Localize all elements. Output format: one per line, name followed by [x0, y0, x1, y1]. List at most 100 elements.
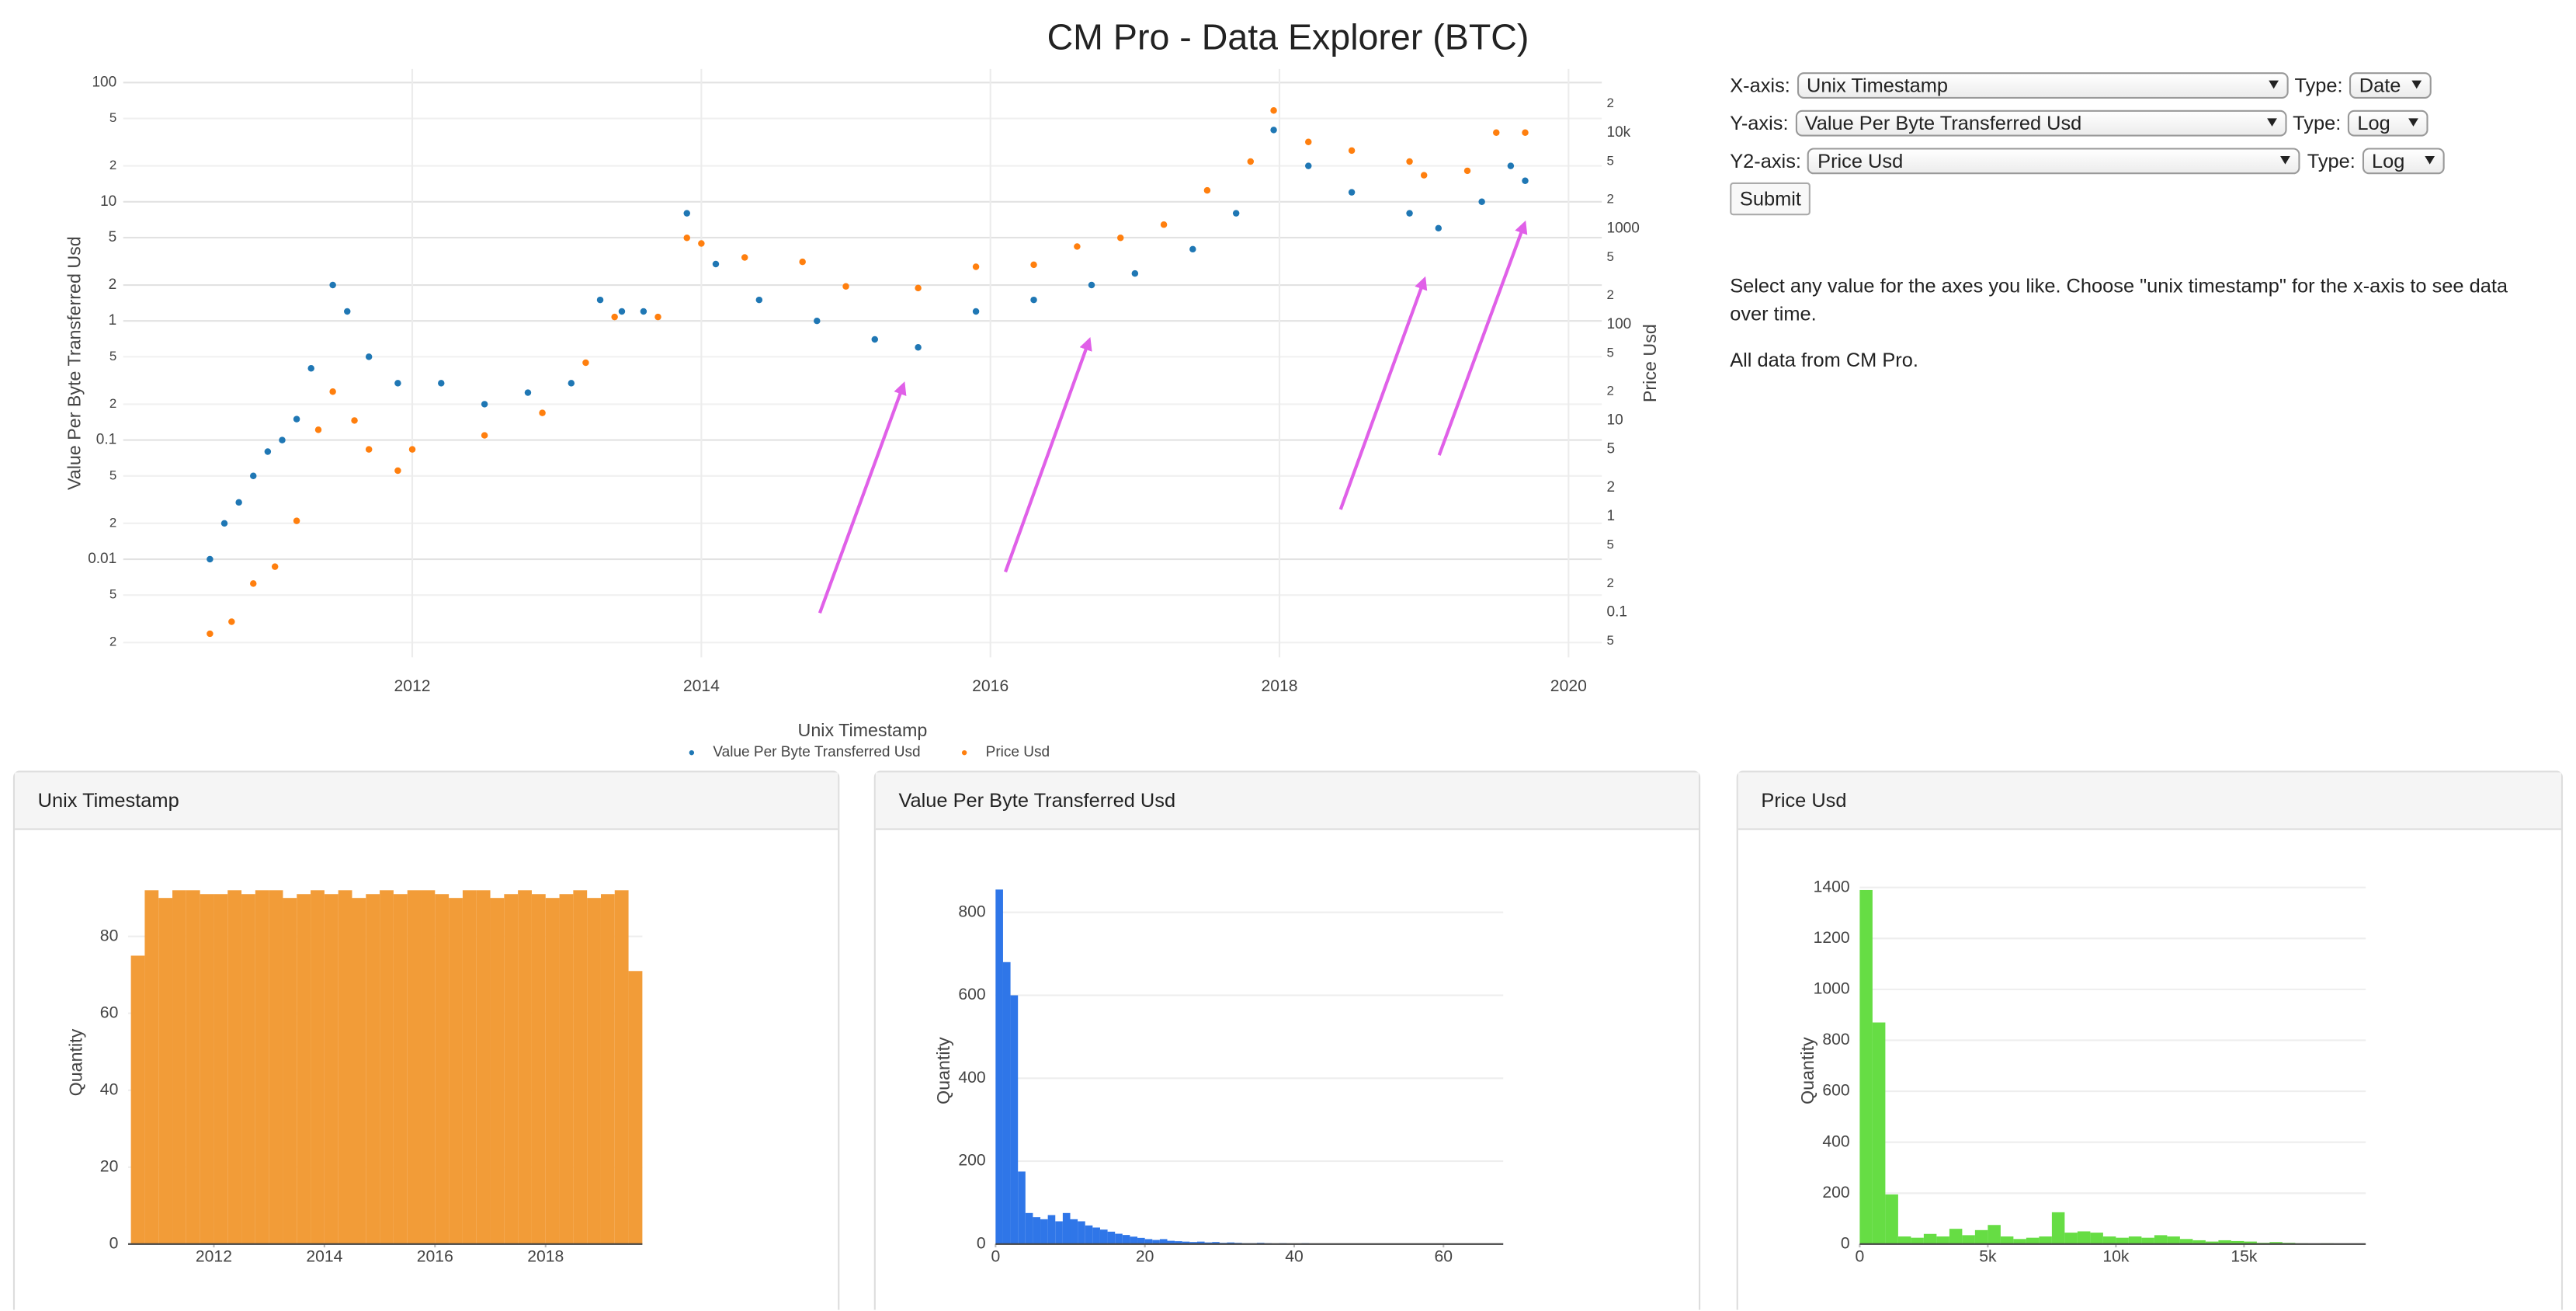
y-tick-label: 5 [109, 229, 117, 245]
y2-tick-label: 1 [1607, 508, 1616, 524]
field-label: X-axis: [1730, 74, 1790, 97]
histogram-bar [186, 890, 200, 1244]
data-point [1030, 296, 1037, 304]
data-point [712, 260, 720, 268]
data-point [1247, 158, 1255, 165]
data-point [539, 409, 546, 416]
histogram-bar [1078, 1221, 1085, 1244]
field-label: Type: [2294, 74, 2343, 97]
histogram-bar [1122, 1235, 1130, 1244]
y2-tick-label: 2 [1607, 287, 1614, 302]
data-point [293, 416, 300, 423]
histogram-bar [1002, 962, 1011, 1244]
y-tick-label: 0 [1841, 1234, 1850, 1252]
x-tick-label: 20 [1136, 1247, 1154, 1265]
histogram-bar [2000, 1236, 2014, 1244]
x-tick-label: 60 [1435, 1247, 1453, 1265]
y-tick-label: 0.01 [88, 551, 116, 567]
submit-button[interactable]: Submit [1730, 182, 1811, 216]
select[interactable]: Date [2349, 72, 2432, 99]
data-point [235, 499, 242, 506]
histogram-bar [158, 898, 173, 1244]
data-point [683, 235, 690, 242]
data-point [640, 308, 647, 315]
histogram-bar [559, 894, 574, 1244]
histogram-bar [297, 894, 311, 1244]
x-tick-label: 2016 [972, 677, 1009, 695]
y-tick-label: 2 [109, 158, 116, 172]
data-point [842, 283, 849, 290]
y-tick-label: 80 [100, 927, 119, 944]
histogram-bar [1144, 1239, 1153, 1244]
histogram-bar [2116, 1237, 2129, 1244]
y2-tick-label: 2 [1607, 384, 1614, 398]
data-point [596, 296, 604, 304]
data-point [1420, 172, 1428, 179]
x-tick-label: 2014 [306, 1247, 342, 1265]
histogram-bar [2244, 1241, 2257, 1244]
histogram-bar [1107, 1231, 1116, 1244]
select[interactable]: Unix Timestamp [1797, 72, 2289, 99]
data-point [915, 284, 922, 292]
histogram-bar [130, 955, 145, 1244]
y2-tick-label: 2 [1607, 192, 1614, 207]
field-label: Type: [2307, 149, 2356, 173]
data-point [307, 365, 314, 372]
histogram-bar [587, 898, 601, 1244]
y-tick-label: 600 [958, 986, 985, 1003]
y-axis-title: Value Per Byte Transferred Usd [64, 236, 84, 490]
y2-tick-label: 5 [1607, 153, 1614, 168]
data-point [972, 308, 980, 315]
field-label: Y2-axis: [1730, 149, 1801, 173]
histogram-bar [421, 890, 436, 1244]
histogram-bar [600, 894, 615, 1244]
histogram-bar [2064, 1233, 2078, 1244]
histogram-bar [1062, 1212, 1071, 1244]
histogram-bar [2051, 1212, 2065, 1244]
histogram-bar [1212, 1242, 1220, 1244]
select[interactable]: Value Per Byte Transferred Usd [1794, 110, 2286, 137]
y-tick-label: 2 [109, 515, 116, 530]
data-point [799, 258, 806, 266]
histogram-bar [518, 890, 532, 1244]
histogram-bar [338, 890, 352, 1244]
histogram-bar [573, 890, 588, 1244]
arrow [1338, 276, 1428, 510]
y-tick-label: 20 [100, 1157, 119, 1175]
histogram-bar [1167, 1240, 1175, 1244]
histogram-bar [1923, 1233, 1937, 1244]
select[interactable]: Price Usd [1807, 148, 2301, 175]
data-point [1493, 129, 1500, 136]
data-point [683, 210, 690, 217]
select[interactable]: Log [2362, 148, 2445, 175]
histogram-bar [1859, 889, 1873, 1244]
data-point [654, 313, 661, 321]
data-point [1189, 245, 1196, 253]
data-point [1478, 198, 1485, 206]
y-tick-label: 2 [109, 276, 117, 293]
data-point [1406, 158, 1413, 165]
data-point [814, 317, 821, 325]
histogram-bar [435, 894, 450, 1244]
histogram-bar [269, 890, 283, 1244]
y-tick-label: 400 [1822, 1132, 1849, 1150]
histogram-bar [1055, 1221, 1063, 1244]
panel: Unix Timestamp [12, 770, 840, 1310]
histogram-bar [1936, 1236, 1949, 1244]
histogram-bar [2077, 1231, 2091, 1244]
select[interactable]: Log [2347, 110, 2428, 137]
y-tick-label: 10 [100, 193, 116, 210]
data-point [481, 432, 488, 439]
histogram-bar [2141, 1237, 2154, 1244]
annotation-arrows [818, 220, 1528, 614]
y-tick-label: 0.1 [96, 432, 116, 448]
histogram-bar [449, 898, 463, 1244]
y-tick-label: 100 [92, 74, 116, 90]
histogram-bar [2154, 1235, 2168, 1244]
y2-tick-label: 2 [1607, 576, 1614, 590]
histogram-bar [1872, 1022, 1886, 1244]
y2-tick-label: 10 [1607, 412, 1623, 428]
histogram-bar [2205, 1241, 2219, 1244]
panel: Value Per Byte Transferred Usd [873, 770, 1701, 1310]
